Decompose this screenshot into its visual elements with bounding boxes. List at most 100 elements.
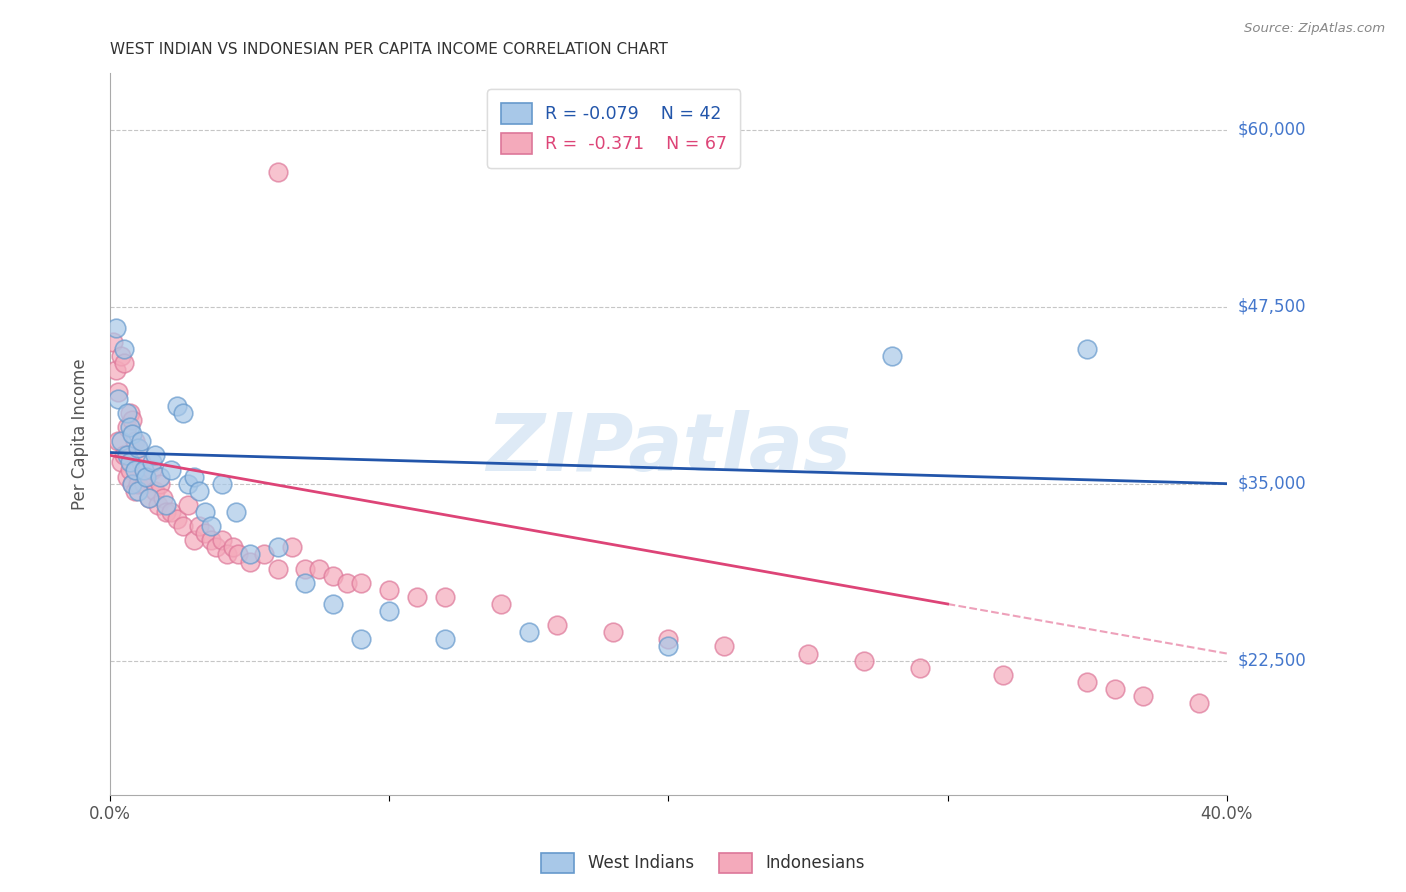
Point (124, 483, 146, 498)
Point (200, 533, 222, 548)
Text: WEST INDIAN VS INDONESIAN PER CAPITA INCOME CORRELATION CHART: WEST INDIAN VS INDONESIAN PER CAPITA INC… (110, 42, 668, 57)
Point (205, 541, 228, 555)
Point (115, 406, 138, 420)
Point (107, 434, 129, 449)
Point (322, 597, 344, 611)
Point (852, 654, 875, 668)
Point (188, 519, 211, 533)
Point (200, 519, 222, 533)
Point (149, 469, 172, 483)
Point (166, 512, 188, 526)
Point (121, 476, 143, 491)
Point (149, 476, 172, 491)
Point (124, 434, 146, 449)
Point (294, 561, 316, 575)
Point (121, 413, 143, 427)
Point (294, 575, 316, 590)
Legend: West Indians, Indonesians: West Indians, Indonesians (534, 847, 872, 880)
Point (112, 448, 135, 462)
Text: $35,000: $35,000 (1237, 475, 1306, 492)
Point (239, 555, 262, 569)
Point (127, 442, 149, 456)
Point (121, 427, 143, 442)
Point (266, 165, 288, 179)
Point (104, 363, 127, 377)
Point (713, 640, 735, 654)
Point (183, 533, 205, 548)
Point (155, 498, 177, 512)
Point (194, 526, 217, 541)
Point (160, 462, 183, 476)
Point (132, 476, 155, 491)
Point (194, 505, 217, 519)
Point (322, 568, 344, 582)
Point (146, 498, 169, 512)
Point (112, 356, 135, 370)
Point (110, 455, 132, 469)
Point (1188, 696, 1211, 710)
Point (101, 335, 124, 350)
Point (132, 462, 155, 476)
Point (517, 625, 540, 640)
Point (657, 640, 679, 654)
Point (228, 548, 250, 562)
Point (107, 384, 129, 399)
Point (172, 519, 194, 533)
Legend: R = -0.079    N = 42, R =  -0.371    N = 67: R = -0.079 N = 42, R = -0.371 N = 67 (488, 89, 741, 168)
Point (880, 349, 903, 363)
Point (152, 491, 174, 505)
Point (141, 455, 163, 469)
Point (177, 498, 200, 512)
Text: ZIPatlas: ZIPatlas (486, 409, 851, 488)
Point (135, 469, 157, 483)
Point (434, 590, 457, 604)
Text: Source: ZipAtlas.com: Source: ZipAtlas.com (1244, 22, 1385, 36)
Point (406, 590, 429, 604)
Point (121, 476, 143, 491)
Point (239, 548, 262, 562)
Point (908, 661, 931, 675)
Point (183, 469, 205, 483)
Point (118, 406, 141, 420)
Point (129, 434, 152, 449)
Point (143, 448, 166, 462)
Text: $60,000: $60,000 (1237, 120, 1306, 139)
Point (336, 575, 359, 590)
Point (118, 420, 141, 434)
Point (657, 632, 679, 647)
Point (217, 548, 239, 562)
Point (350, 575, 373, 590)
Point (225, 505, 247, 519)
Point (172, 406, 194, 420)
Point (127, 483, 149, 498)
Point (112, 342, 135, 356)
Point (1076, 342, 1098, 356)
Point (797, 647, 820, 661)
Point (127, 476, 149, 491)
Point (160, 505, 183, 519)
Point (141, 462, 163, 476)
Point (211, 533, 233, 548)
Point (266, 541, 288, 555)
Point (222, 541, 245, 555)
Point (127, 442, 149, 456)
Point (266, 561, 288, 575)
Point (378, 604, 401, 618)
Point (129, 455, 152, 469)
Point (166, 399, 188, 413)
Point (489, 597, 512, 611)
Point (110, 349, 132, 363)
Point (118, 462, 141, 476)
Point (434, 632, 457, 647)
Point (115, 420, 138, 434)
Point (1104, 681, 1126, 696)
Point (378, 582, 401, 597)
Point (350, 632, 373, 647)
Point (602, 625, 624, 640)
Point (546, 618, 568, 632)
Point (188, 483, 211, 498)
Point (118, 455, 141, 469)
Point (1132, 689, 1154, 703)
Point (115, 469, 138, 483)
Point (135, 469, 157, 483)
